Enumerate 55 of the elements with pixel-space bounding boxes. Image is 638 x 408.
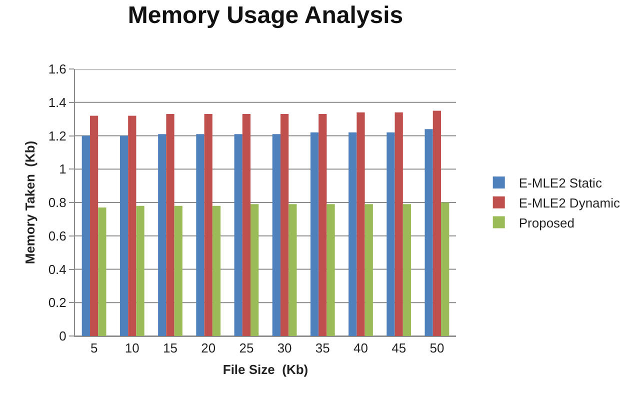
- bar: [136, 206, 144, 336]
- y-tick-label: 0.8: [48, 195, 66, 210]
- bar: [158, 134, 166, 336]
- x-tick-label: 15: [163, 340, 178, 356]
- bar: [212, 206, 221, 336]
- legend-label: E-MLE2 Dynamic: [518, 195, 620, 210]
- x-tick-label: 10: [124, 340, 140, 356]
- bar: [280, 114, 289, 336]
- bar: [166, 114, 174, 336]
- legend-label: Proposed: [518, 215, 575, 230]
- y-tick-label: 0.6: [48, 228, 66, 244]
- bar: [348, 132, 357, 336]
- bar: [128, 116, 136, 336]
- x-tick-label: 25: [239, 340, 254, 356]
- bar: [242, 114, 251, 336]
- bar: [326, 204, 335, 336]
- bar: [204, 114, 212, 336]
- bar: [288, 204, 297, 336]
- y-tick-label: 1.6: [48, 62, 66, 77]
- bar: [432, 110, 442, 336]
- bar: [174, 206, 182, 336]
- bar: [402, 204, 412, 336]
- bar: [356, 112, 365, 336]
- y-tick-label: 0: [59, 328, 66, 344]
- chart-title: Memory Usage Analysis: [128, 2, 404, 29]
- y-tick-label: 1.2: [48, 128, 66, 144]
- y-tick-label: 1.4: [48, 94, 66, 110]
- bar: [272, 134, 280, 336]
- legend-label: E-MLE2 Static: [518, 176, 602, 191]
- x-tick-label: 45: [392, 340, 406, 356]
- x-tick-label: 20: [201, 340, 216, 356]
- y-axis-title: Memory Taken (Kb): [22, 140, 38, 264]
- bar: [424, 129, 433, 336]
- bar: [250, 204, 259, 336]
- bar: [441, 202, 450, 336]
- x-tick-label: 35: [315, 340, 330, 356]
- bar: [82, 136, 90, 336]
- x-axis-title: File Size (Kb): [222, 362, 308, 378]
- bar: [98, 208, 106, 336]
- y-tick-label: 0.2: [48, 295, 66, 310]
- bar: [234, 134, 242, 336]
- bar: [196, 134, 204, 336]
- x-tick-label: 40: [354, 340, 368, 356]
- x-tick-label: 50: [430, 340, 444, 356]
- bar: [394, 112, 403, 336]
- x-tick-label: 5: [90, 340, 98, 356]
- y-tick-label: 0.4: [48, 262, 66, 277]
- bar: [120, 136, 128, 336]
- x-tick-label: 30: [277, 340, 292, 356]
- bar: [386, 132, 395, 336]
- bar: [318, 114, 327, 336]
- bar: [90, 116, 98, 336]
- bar: [364, 204, 373, 336]
- bar: [310, 132, 319, 336]
- y-tick-label: 1: [59, 162, 66, 177]
